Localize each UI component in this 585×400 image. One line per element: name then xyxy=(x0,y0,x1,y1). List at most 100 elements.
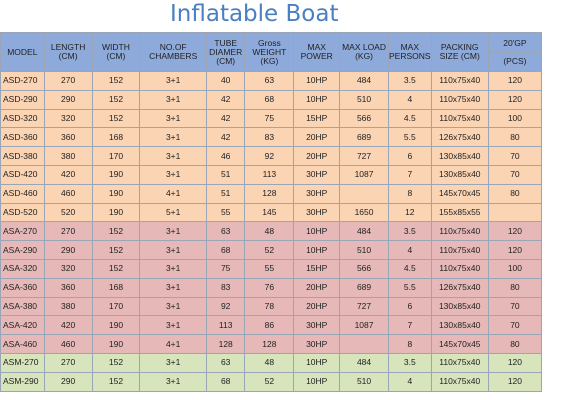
cell-persons: 6 xyxy=(387,146,432,166)
cell-persons: 3.5 xyxy=(387,71,432,91)
cell-tube: 42 xyxy=(205,108,246,129)
cell-power: 10HP xyxy=(293,352,341,373)
table-row: ASA-290 290 152 3+1 68 52 10HP 510 4 110x75x40 120 xyxy=(0,240,543,260)
cell-load: 1650 xyxy=(339,202,389,223)
header-chambers: NO.OF CHAMBERS xyxy=(139,32,207,72)
cell-chambers: 3+1 xyxy=(139,352,207,373)
cell-gross: 128 xyxy=(244,183,295,204)
cell-tube: 75 xyxy=(205,258,246,279)
cell-chambers: 3+1 xyxy=(139,315,207,336)
cell-width: 152 xyxy=(91,352,141,373)
cell-tube: 51 xyxy=(205,164,246,185)
cell-gp: 120 xyxy=(487,71,543,91)
cell-width: 152 xyxy=(91,71,141,91)
header-max-load: MAX LOAD (KG) xyxy=(339,32,389,72)
cell-width: 170 xyxy=(91,296,141,317)
cell-packing: 110x75x40 xyxy=(430,89,489,110)
table-row: ASD-380 380 170 3+1 46 92 20HP 727 6 130x85x40 70 xyxy=(0,146,543,166)
cell-length: 290 xyxy=(43,371,93,392)
cell-chambers: 3+1 xyxy=(139,258,207,279)
cell-model: ASD-420 xyxy=(0,164,45,185)
cell-power: 10HP xyxy=(293,221,341,242)
cell-persons: 4 xyxy=(387,240,432,260)
cell-tube: 68 xyxy=(205,371,246,392)
cell-power: 20HP xyxy=(293,296,341,317)
cell-packing: 126x75x40 xyxy=(430,127,489,148)
cell-width: 152 xyxy=(91,108,141,129)
cell-persons: 8 xyxy=(387,334,432,354)
cell-power: 20HP xyxy=(293,127,341,148)
cell-chambers: 3+1 xyxy=(139,277,207,298)
table-row: ASD-270 270 152 3+1 40 63 10HP 484 3.5 110x75x40 1… xyxy=(0,71,543,91)
cell-length: 360 xyxy=(43,127,93,148)
cell-length: 360 xyxy=(43,277,93,298)
cell-power: 30HP xyxy=(293,164,341,185)
cell-width: 152 xyxy=(91,89,141,110)
spec-table: MODEL LENGTH (CM) WIDTH (CM) NO.OF CHAMB… xyxy=(0,32,543,392)
cell-gross: 52 xyxy=(244,371,295,392)
table-row: ASM-290 290 152 3+1 68 52 10HP 510 4 110x75x40 120 xyxy=(0,371,543,392)
cell-gp: 100 xyxy=(487,258,543,279)
cell-gross: 86 xyxy=(244,315,295,336)
table-row: ASD-360 360 168 3+1 42 83 20HP 689 5.5 126x75x40 8… xyxy=(0,127,543,148)
cell-length: 520 xyxy=(43,202,93,223)
cell-gross: 76 xyxy=(244,277,295,298)
cell-gross: 52 xyxy=(244,240,295,260)
cell-persons: 5.5 xyxy=(387,127,432,148)
cell-tube: 63 xyxy=(205,221,246,242)
cell-model: ASA-290 xyxy=(0,240,45,260)
cell-length: 380 xyxy=(43,296,93,317)
cell-power: 10HP xyxy=(293,71,341,91)
cell-packing: 110x75x40 xyxy=(430,71,489,91)
cell-chambers: 3+1 xyxy=(139,164,207,185)
cell-length: 270 xyxy=(43,221,93,242)
cell-width: 152 xyxy=(91,221,141,242)
cell-model: ASD-290 xyxy=(0,89,45,110)
cell-gp xyxy=(487,202,543,223)
table-row: ASA-320 320 152 3+1 75 55 15HP 566 4.5 110x75x40 1… xyxy=(0,258,543,279)
cell-load: 689 xyxy=(339,277,389,298)
cell-model: ASM-270 xyxy=(0,352,45,373)
cell-model: ASD-320 xyxy=(0,108,45,129)
title-background xyxy=(166,2,336,30)
cell-model: ASD-460 xyxy=(0,183,45,204)
cell-model: ASD-270 xyxy=(0,71,45,91)
cell-load: 566 xyxy=(339,108,389,129)
cell-packing: 110x75x40 xyxy=(430,221,489,242)
cell-model: ASA-360 xyxy=(0,277,45,298)
cell-length: 270 xyxy=(43,71,93,91)
cell-load: 689 xyxy=(339,127,389,148)
cell-gp: 80 xyxy=(487,334,543,354)
cell-model: ASD-380 xyxy=(0,146,45,166)
cell-load: 510 xyxy=(339,240,389,260)
cell-tube: 42 xyxy=(205,89,246,110)
cell-persons: 3.5 xyxy=(387,352,432,373)
title-area: Inflatable Boat xyxy=(0,0,585,32)
table-row: ASA-270 270 152 3+1 63 48 10HP 484 3.5 110x75x40 1… xyxy=(0,221,543,242)
cell-power: 30HP xyxy=(293,334,341,354)
cell-gross: 92 xyxy=(244,146,295,166)
cell-chambers: 3+1 xyxy=(139,371,207,392)
cell-gp: 70 xyxy=(487,164,543,185)
cell-gross: 68 xyxy=(244,89,295,110)
cell-persons: 3.5 xyxy=(387,221,432,242)
cell-gross: 83 xyxy=(244,127,295,148)
cell-tube: 92 xyxy=(205,296,246,317)
cell-persons: 6 xyxy=(387,296,432,317)
cell-tube: 113 xyxy=(205,315,246,336)
table-row: ASM-270 270 152 3+1 63 48 10HP 484 3.5 110x75x40 1… xyxy=(0,352,543,373)
cell-length: 460 xyxy=(43,183,93,204)
cell-gross: 145 xyxy=(244,202,295,223)
cell-persons: 7 xyxy=(387,315,432,336)
cell-model: ASM-290 xyxy=(0,371,45,392)
cell-packing: 110x75x40 xyxy=(430,352,489,373)
cell-gp: 120 xyxy=(487,352,543,373)
cell-tube: 55 xyxy=(205,202,246,223)
cell-width: 168 xyxy=(91,277,141,298)
cell-load: 510 xyxy=(339,89,389,110)
cell-packing: 126x75x40 xyxy=(430,277,489,298)
cell-width: 168 xyxy=(91,127,141,148)
table-row: ASD-460 460 190 4+1 51 128 30HP 8 145x70x45 80 xyxy=(0,183,543,204)
cell-length: 290 xyxy=(43,240,93,260)
cell-persons: 4.5 xyxy=(387,108,432,129)
